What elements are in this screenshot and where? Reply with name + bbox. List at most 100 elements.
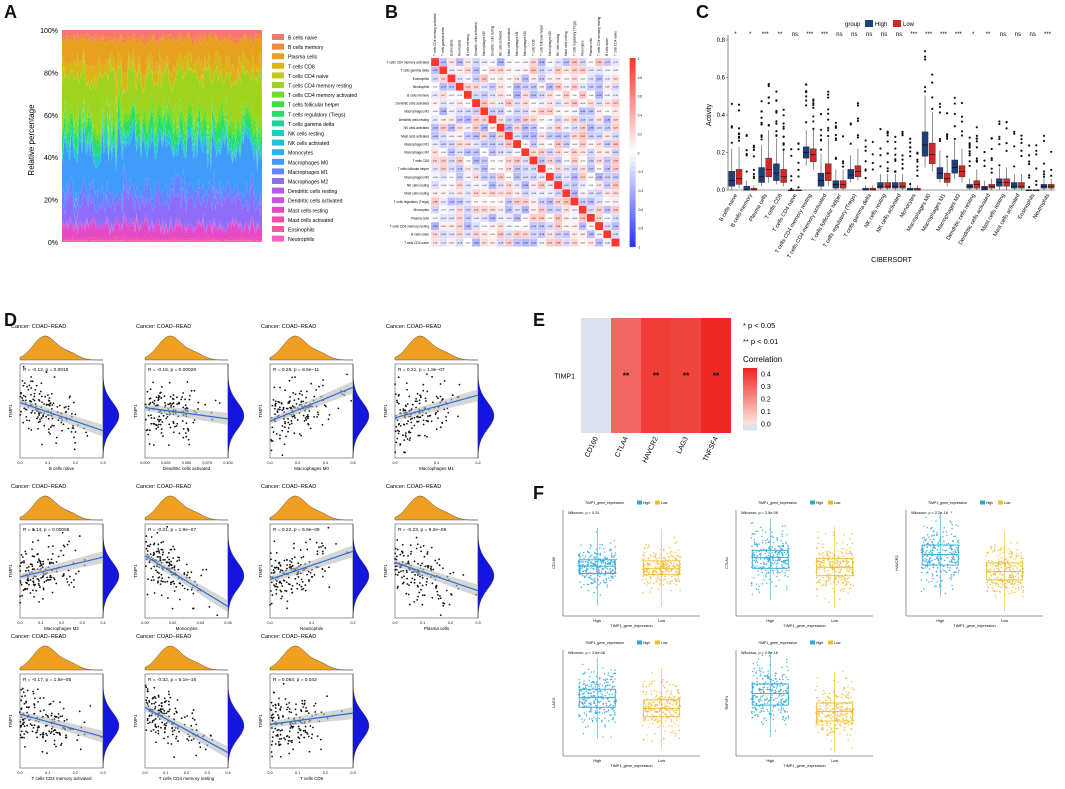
panel-d-point — [296, 587, 299, 590]
panel-d-point — [304, 417, 307, 419]
panel-d-point — [152, 696, 155, 699]
panel-d-point — [350, 399, 353, 402]
panel-b-cell-value: -0.03 — [433, 218, 439, 220]
panel-c-outlier — [909, 146, 912, 149]
panel-b-cell-value: -0.18 — [572, 128, 578, 130]
panel-d-point — [291, 591, 294, 594]
panel-f-point — [760, 526, 762, 529]
panel-d-point — [31, 730, 34, 733]
panel-f-point — [750, 522, 753, 524]
panel-a-legend-swatch — [272, 101, 284, 108]
panel-d-point — [422, 383, 425, 386]
panel-d-point — [43, 403, 45, 405]
panel-d-point — [19, 580, 22, 582]
panel-d-xtick: 0.025 — [161, 461, 171, 465]
panel-b-cell-value: -0.25 — [588, 136, 594, 138]
panel-d-point — [48, 404, 51, 407]
panel-b-cell-value: 0.26 — [556, 226, 561, 228]
panel-f-point — [577, 555, 580, 557]
panel-b-cell-value: -0.03 — [564, 78, 570, 80]
panel-letter-d: D — [4, 310, 17, 330]
panel-b-cell-value: 0.31 — [482, 78, 487, 80]
panel-f-point — [644, 564, 646, 566]
panel-f-point — [819, 564, 822, 566]
panel-d-point — [404, 409, 406, 412]
panel-c-outlier — [975, 146, 978, 149]
panel-f-legend-title: TIMP1_gene_expression — [585, 501, 624, 505]
panel-d-point — [305, 541, 307, 544]
panel-d-point — [297, 731, 299, 734]
panel-c-outlier — [968, 160, 971, 163]
panel-d-point — [297, 576, 300, 578]
panel-d-point — [182, 428, 185, 430]
panel-f-point — [948, 560, 951, 563]
panel-d-point — [410, 421, 413, 424]
panel-c-outlier — [909, 137, 912, 140]
panel-f-point — [936, 531, 938, 534]
panel-d-point — [19, 720, 22, 723]
panel-b-cell — [594, 221, 604, 231]
panel-d-point — [214, 399, 217, 402]
panel-e-cell — [581, 318, 611, 433]
panel-c-outlier — [812, 120, 815, 123]
panel-b-cell-value: -0.00 — [588, 95, 594, 97]
panel-d-point — [54, 729, 57, 732]
panel-d-point — [190, 739, 193, 742]
panel-d-point — [404, 432, 407, 434]
panel-d-point — [426, 551, 429, 553]
panel-f-point — [674, 565, 676, 568]
panel-a-area-15 — [62, 183, 262, 233]
panel-f-point — [957, 539, 960, 542]
panel-f-point — [593, 556, 596, 558]
panel-b-colorbar-segment — [629, 105, 636, 111]
panel-b-colorbar-tick: -1 — [638, 246, 641, 250]
panel-b-cell-value: -0.28 — [457, 169, 463, 171]
panel-d-point — [158, 572, 160, 575]
panel-f-point — [925, 579, 928, 581]
panel-b-cell-value: -0.00 — [490, 160, 496, 162]
panel-d-point — [407, 420, 409, 423]
panel-c-outlier — [975, 140, 978, 143]
panel-d-point — [26, 724, 29, 727]
panel-d-point — [55, 442, 58, 445]
panel-d-point — [327, 418, 330, 421]
panel-d-point — [22, 421, 25, 424]
panel-f-point — [940, 585, 942, 587]
panel-b-cell-value: 0.21 — [433, 160, 438, 162]
panel-d-point — [284, 422, 286, 425]
panel-b-cell-value: 0.18 — [490, 210, 495, 212]
panel-b-cell-value: -0.22 — [465, 210, 471, 212]
panel-f-point — [926, 546, 929, 548]
panel-b-cell-value: -0.16 — [597, 103, 603, 105]
panel-f-point — [591, 554, 593, 557]
panel-d-point — [22, 718, 24, 721]
panel-f-point — [642, 575, 644, 578]
panel-d-point — [149, 553, 152, 556]
panel-d-point — [47, 417, 50, 420]
panel-f-point — [587, 589, 590, 592]
panel-c-outlier — [805, 121, 808, 124]
panel-d-point — [151, 721, 154, 724]
panel-f-point — [833, 582, 835, 584]
panel-e-legend-segment — [743, 386, 757, 390]
panel-b-cell-value: -0.26 — [613, 177, 619, 179]
panel-c-outlier — [841, 162, 845, 165]
panel-d-point — [435, 395, 438, 398]
panel-f-point — [952, 539, 954, 542]
panel-f-point — [656, 579, 658, 582]
panel-c-outlier — [797, 148, 800, 151]
panel-b-cell-value: -0.21 — [597, 193, 603, 195]
panel-d-point — [25, 552, 27, 555]
panel-f-point — [778, 544, 780, 547]
panel-d-point — [150, 730, 153, 733]
panel-d-point — [328, 413, 331, 416]
panel-d-stat: R = -0.15, p = 0.00028 — [148, 367, 196, 373]
panel-f-point — [591, 562, 593, 564]
panel-f-point — [761, 571, 764, 573]
panel-b-row-label: Dendritic cells resting — [399, 118, 430, 122]
panel-d-point — [402, 408, 405, 411]
panel-d-point — [270, 743, 273, 746]
panel-f-point — [756, 554, 758, 557]
panel-d-point — [398, 430, 401, 433]
